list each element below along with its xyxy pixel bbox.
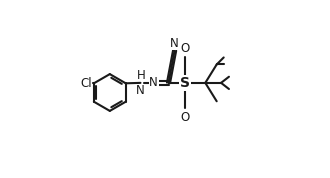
Text: N: N: [149, 76, 158, 89]
Text: H: H: [137, 69, 146, 82]
Text: S: S: [180, 76, 190, 90]
Text: N: N: [136, 84, 145, 97]
Text: O: O: [181, 42, 190, 55]
Text: N: N: [170, 36, 179, 50]
Text: Cl: Cl: [81, 77, 92, 90]
Text: O: O: [181, 111, 190, 124]
